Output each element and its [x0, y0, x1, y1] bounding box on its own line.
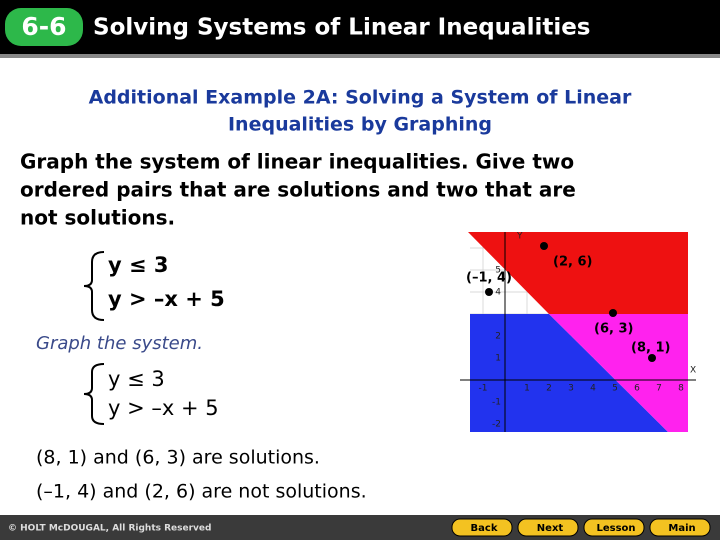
nav-button[interactable]: [517, 518, 579, 537]
x-tick-label: -1: [479, 384, 488, 394]
y-tick-label: 5: [495, 266, 501, 276]
x-tick-label: 7: [656, 384, 662, 394]
point-label: (6, 3): [594, 322, 633, 337]
step-text: Graph the system.: [36, 333, 203, 354]
x-tick-label: 3: [568, 384, 574, 394]
point-label: (2, 6): [553, 255, 592, 270]
nav-button[interactable]: [451, 518, 513, 537]
header-bar: [0, 0, 720, 54]
instruction: not solutions.: [20, 206, 175, 230]
badge: [5, 8, 83, 46]
region-overlap: [549, 314, 688, 432]
x-tick-label: 2: [546, 384, 552, 394]
x-tick-label: 1: [524, 384, 530, 394]
x-tick-label: 4: [590, 384, 596, 394]
subtitle: Inequalities by Graphing: [228, 114, 492, 136]
y-tick-label: -2: [492, 420, 501, 430]
axis-label: X: [690, 366, 696, 376]
y-tick-label: 2: [495, 332, 501, 342]
inequality: y ≤ 3: [108, 253, 169, 277]
point: [485, 288, 493, 296]
axis-label: Y: [516, 232, 523, 242]
y-tick-label: 1: [495, 354, 501, 364]
nav-button[interactable]: [649, 518, 711, 537]
nav-button[interactable]: [583, 518, 645, 537]
nav-button-label[interactable]: Lesson: [596, 523, 635, 534]
instruction: ordered pairs that are solutions and two…: [20, 178, 576, 202]
badge-text: 6-6: [21, 12, 66, 41]
answer: (–1, 4) and (2, 6) are not solutions.: [36, 481, 367, 503]
point: [648, 354, 656, 362]
nav-button-label[interactable]: Back: [471, 523, 498, 534]
y-tick-label: 4: [495, 288, 501, 298]
graph: Y X -1 1 2 3 4 5 6 7 8 5 4 2 1 -1 -2 (–1, 4) (2, 6) (6…: [460, 232, 696, 432]
x-tick-label: 5: [612, 384, 618, 394]
point: [609, 309, 617, 317]
nav-button-label[interactable]: Main: [668, 523, 695, 534]
header-rule: [0, 54, 720, 58]
x-tick-label: 6: [634, 384, 640, 394]
region-red: [468, 232, 688, 314]
x-tick-label: 8: [678, 384, 684, 394]
point: [540, 242, 548, 250]
brace: [83, 363, 105, 425]
inequality: y > –x + 5: [108, 396, 219, 420]
answer: (8, 1) and (6, 3) are solutions.: [36, 447, 320, 469]
instruction: Graph the system of linear inequalities.…: [20, 150, 574, 174]
y-tick-label: -1: [492, 398, 501, 408]
brace: [83, 251, 105, 321]
point-label: (–1, 4): [466, 271, 512, 286]
copyright: © HOLT McDOUGAL, All Rights Reserved: [8, 524, 211, 534]
subtitle: Additional Example 2A: Solving a System …: [89, 87, 632, 109]
region-blue: [470, 314, 668, 432]
inequality: y ≤ 3: [108, 367, 165, 391]
header-title: Solving Systems of Linear Inequalities: [93, 15, 591, 41]
inequality: y > –x + 5: [108, 287, 225, 311]
point-label: (8, 1): [631, 341, 670, 356]
nav-button-label[interactable]: Next: [537, 523, 564, 534]
